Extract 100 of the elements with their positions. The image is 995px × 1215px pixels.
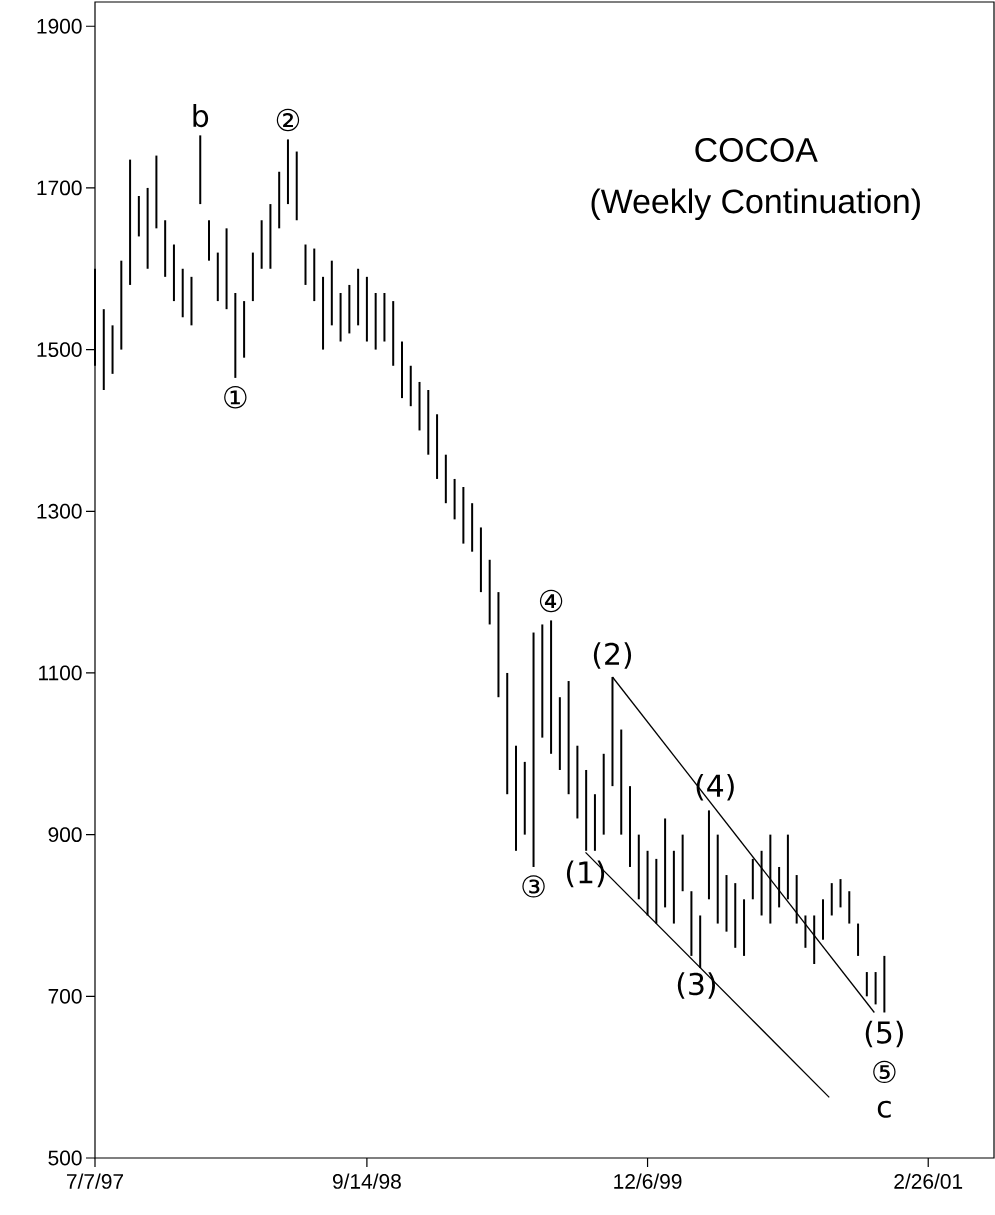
y-tick-label: 1500 <box>37 342 82 358</box>
bar <box>602 753 605 835</box>
bar <box>804 915 807 948</box>
bar <box>409 365 412 407</box>
bar <box>260 220 263 269</box>
bar <box>418 381 421 431</box>
bar <box>637 834 640 900</box>
annotation: (3) <box>677 972 716 999</box>
bar <box>208 220 211 261</box>
bar <box>436 414 439 479</box>
bar <box>190 276 193 326</box>
bar <box>181 268 184 318</box>
bar <box>506 672 509 795</box>
x-tick-label: 9/14/98 <box>332 1173 401 1189</box>
bar <box>225 228 228 310</box>
bar <box>672 850 675 924</box>
bar <box>883 955 886 1013</box>
bar <box>199 135 202 205</box>
bar <box>778 866 781 908</box>
text: COCOA <box>695 137 818 162</box>
bar <box>330 260 333 326</box>
bar <box>593 794 596 851</box>
bar <box>848 891 851 924</box>
bar <box>400 341 403 399</box>
annotation: (4) <box>696 773 734 801</box>
bar <box>550 620 553 754</box>
bar <box>102 309 105 391</box>
bar <box>365 276 368 342</box>
bar <box>322 276 325 350</box>
bar <box>111 325 114 374</box>
bar <box>839 879 842 908</box>
bar <box>716 834 719 924</box>
bar <box>339 293 342 342</box>
text: (Weekly Continuation) <box>591 188 920 221</box>
bar <box>243 301 246 358</box>
bar <box>278 171 281 229</box>
bar <box>251 252 254 302</box>
bar <box>164 220 167 277</box>
bar <box>769 834 772 924</box>
bar <box>576 745 579 819</box>
bar <box>558 697 561 770</box>
bar <box>427 390 430 455</box>
bar <box>743 899 746 956</box>
bar <box>874 972 877 1005</box>
bar <box>786 834 789 900</box>
bar <box>497 592 500 698</box>
bar <box>216 252 219 302</box>
annotation: ③ <box>522 875 545 898</box>
bar <box>515 745 517 851</box>
bar <box>541 624 544 738</box>
y-tick-label: 700 <box>48 988 82 1004</box>
bar <box>462 487 465 544</box>
bar <box>444 454 447 504</box>
bar <box>374 293 377 350</box>
bar <box>120 260 123 350</box>
annotation: (1) <box>566 860 605 888</box>
bar <box>269 204 272 269</box>
x-tick-label: 12/6/99 <box>614 1173 682 1189</box>
annotation: ⑤ <box>873 1060 896 1084</box>
annotation: ② <box>276 108 300 132</box>
bar <box>304 244 307 285</box>
x-tick-label: 7/7/97 <box>66 1173 124 1189</box>
bar <box>681 834 684 892</box>
annotation: ④ <box>539 589 563 613</box>
y-tick-label: 500 <box>48 1150 82 1166</box>
annotation: b <box>193 104 209 128</box>
bar <box>453 478 456 520</box>
y-tick-label: 1900 <box>37 18 82 34</box>
bar <box>488 559 491 625</box>
bar <box>629 786 632 867</box>
bar <box>707 810 710 900</box>
bar <box>471 503 474 552</box>
bar <box>383 293 386 342</box>
bar <box>295 151 298 221</box>
y-tick-label: 1300 <box>37 503 82 519</box>
bar <box>286 139 289 205</box>
annotation: ① <box>224 386 247 409</box>
bar <box>830 883 833 916</box>
bar <box>567 681 570 795</box>
bar <box>146 187 149 269</box>
bar <box>751 858 754 900</box>
bar <box>348 284 351 334</box>
y-tick-label: 1100 <box>39 665 82 681</box>
annotation: c <box>877 1100 891 1118</box>
x-tick-label: 2/26/01 <box>894 1173 963 1189</box>
bar <box>392 301 395 366</box>
bar <box>313 248 316 302</box>
bar <box>655 858 658 924</box>
bar <box>129 159 132 285</box>
bar <box>172 244 175 302</box>
annotation: (5) <box>865 1020 903 1048</box>
bar <box>357 268 360 326</box>
bar <box>523 761 526 835</box>
annotation: (2) <box>593 642 632 669</box>
bar <box>760 850 763 916</box>
bar <box>813 915 816 964</box>
bar <box>857 923 860 956</box>
y-tick-label: 1700 <box>37 180 82 196</box>
bar <box>155 155 158 229</box>
y-tick-label: 900 <box>48 827 82 843</box>
